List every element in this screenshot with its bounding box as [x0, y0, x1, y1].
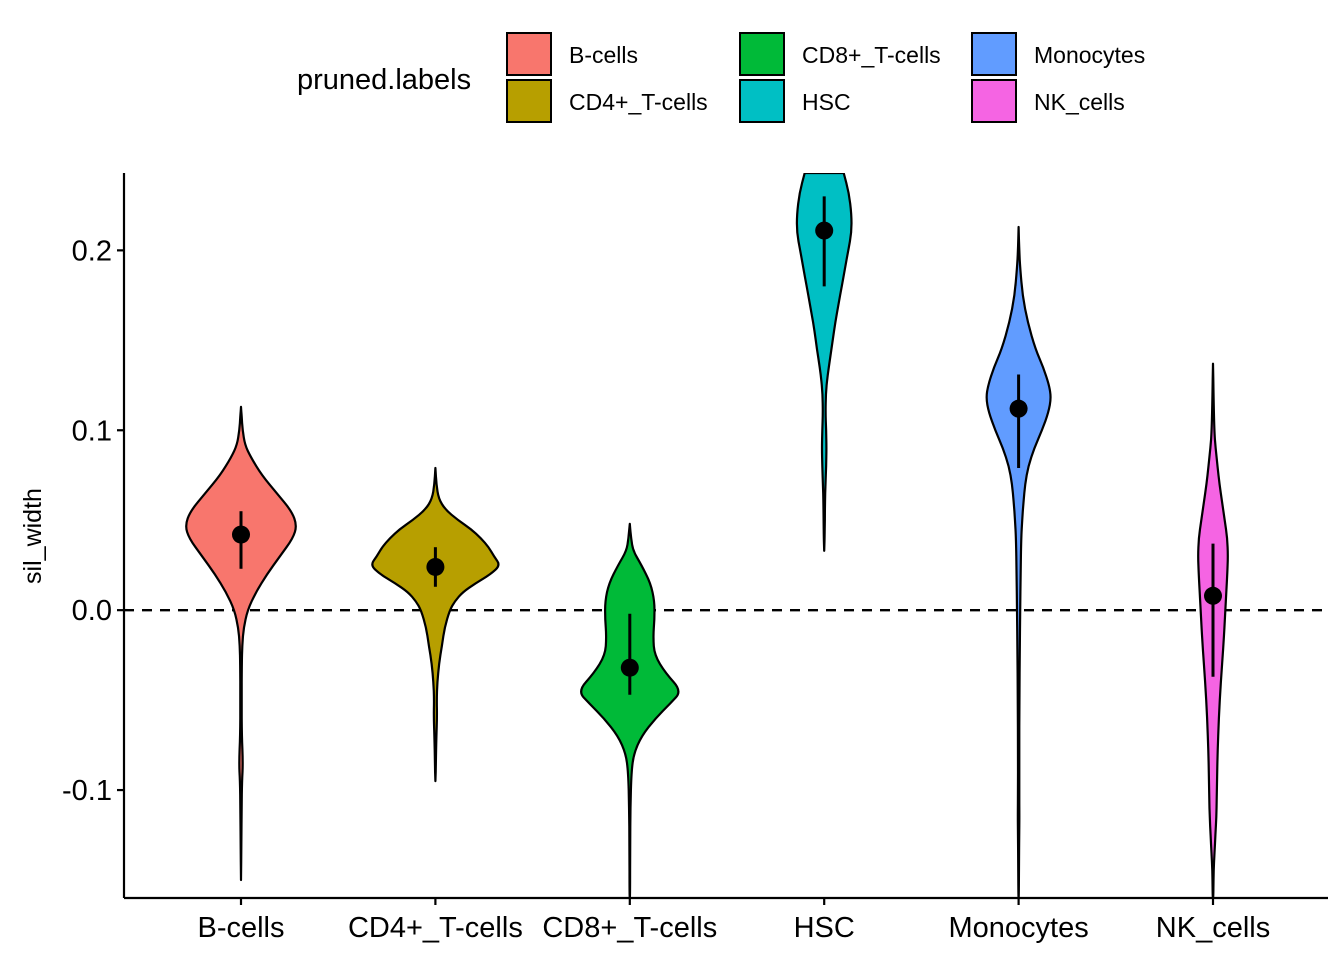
x-tick-label: CD8+_T-cells [542, 912, 717, 944]
legend-label: B-cells [569, 42, 638, 68]
y-tick-label: 0.2 [72, 235, 112, 267]
violins [185, 173, 1229, 898]
median-point [426, 557, 445, 576]
legend-swatch [739, 32, 785, 76]
legend-items: B-cells CD4+_T-cells CD8+_T-cells HSC Monocy… [506, 32, 1145, 123]
plot-area: -0.1 0.0 0.1 0.2 B-cells CD4+_T-cells CD8+_T-c… [62, 173, 1328, 944]
x-tick-label: B-cells [197, 912, 284, 944]
legend-swatch [506, 79, 552, 123]
violin-monocytes [985, 225, 1052, 898]
violin-cd4-t-cells [371, 466, 500, 783]
median-point [232, 525, 250, 544]
violin-hsc [795, 173, 853, 552]
legend-title: pruned.labels [297, 64, 471, 96]
legend-swatch [971, 32, 1017, 76]
x-tick-label: HSC [794, 912, 855, 944]
legend-label: CD4+_T-cells [569, 89, 708, 115]
legend-label: Monocytes [1034, 42, 1145, 68]
legend-swatch [506, 32, 552, 76]
median-point [1009, 399, 1028, 418]
legend-swatch [971, 79, 1017, 123]
legend: pruned.labels B-cells CD4+_T-cells CD8+_T-… [297, 32, 1145, 123]
median-point [815, 221, 834, 240]
axes: -0.1 0.0 0.1 0.2 B-cells CD4+_T-cells CD8+_T-c… [62, 173, 1328, 944]
y-tick-label: 0.0 [72, 595, 112, 627]
legend-label: NK_cells [1034, 89, 1125, 115]
violin-cd8-t-cells [580, 522, 680, 898]
x-tick-label: CD4+_T-cells [348, 912, 523, 944]
legend-swatch [739, 79, 785, 123]
summary-points [232, 196, 1222, 695]
y-axis-title: sil_width [19, 488, 47, 584]
y-tick-label: 0.1 [72, 415, 112, 447]
y-tick-label: -0.1 [62, 775, 112, 807]
median-point [1204, 586, 1222, 605]
median-point [620, 658, 639, 677]
violin-b-cells [185, 405, 297, 882]
legend-label: CD8+_T-cells [802, 42, 941, 68]
legend-label: HSC [802, 89, 851, 115]
x-tick-label: Monocytes [948, 912, 1088, 944]
x-tick-label: NK_cells [1156, 912, 1270, 944]
